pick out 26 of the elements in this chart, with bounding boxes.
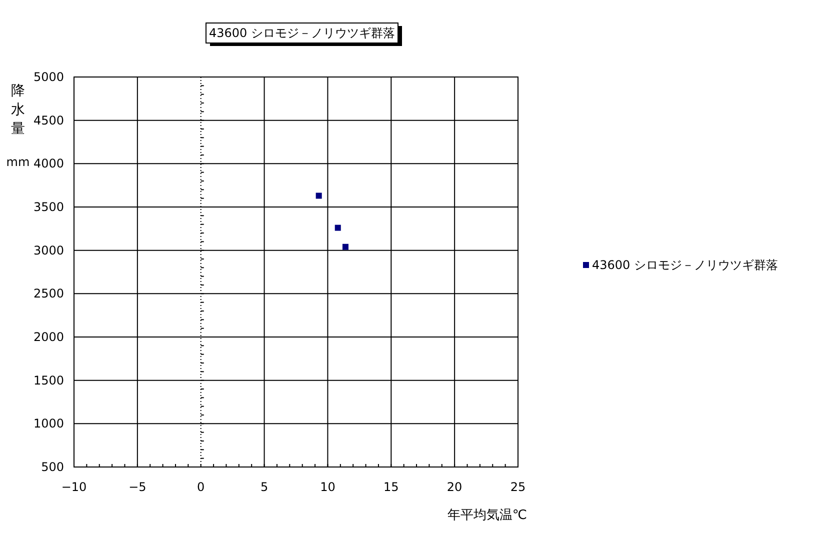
y-tick-label: 3500 — [33, 200, 64, 214]
title: 43600 シロモジ－ノリウツギ群落 — [206, 22, 402, 46]
x-tick-label: −10 — [61, 480, 87, 494]
x-tick-label: 0 — [197, 480, 205, 494]
legend: 43600 シロモジ－ノリウツギ群落 — [583, 258, 778, 272]
x-tick-label: 20 — [446, 480, 462, 494]
point — [342, 244, 348, 250]
x-tick-label: 15 — [384, 480, 399, 494]
x-axis-title: 年平均気温℃ — [447, 508, 527, 523]
y-tick-label: 4000 — [33, 156, 64, 171]
y-tick-label: 5000 — [33, 70, 64, 84]
point — [316, 192, 322, 199]
text: 降水量 mm — [6, 83, 30, 169]
y-tick-label: 500 — [41, 460, 64, 474]
point — [334, 224, 341, 231]
y-tick-label: 2000 — [33, 330, 64, 344]
x-tick-label: 5 — [260, 480, 268, 494]
y-tick-label: 2500 — [33, 286, 64, 301]
y-tick-label: 3000 — [33, 243, 64, 258]
chart-title: 43600 シロモジ－ノリウツギ群落 — [209, 26, 395, 40]
x-tick-label: 25 — [510, 480, 526, 494]
x-tick-label: 10 — [320, 480, 336, 494]
y-tick-label: 1500 — [33, 373, 64, 388]
y-tick-label: 1000 — [33, 416, 64, 431]
x-tick-label: −5 — [128, 480, 146, 494]
y-tick-label: 4500 — [33, 113, 64, 128]
